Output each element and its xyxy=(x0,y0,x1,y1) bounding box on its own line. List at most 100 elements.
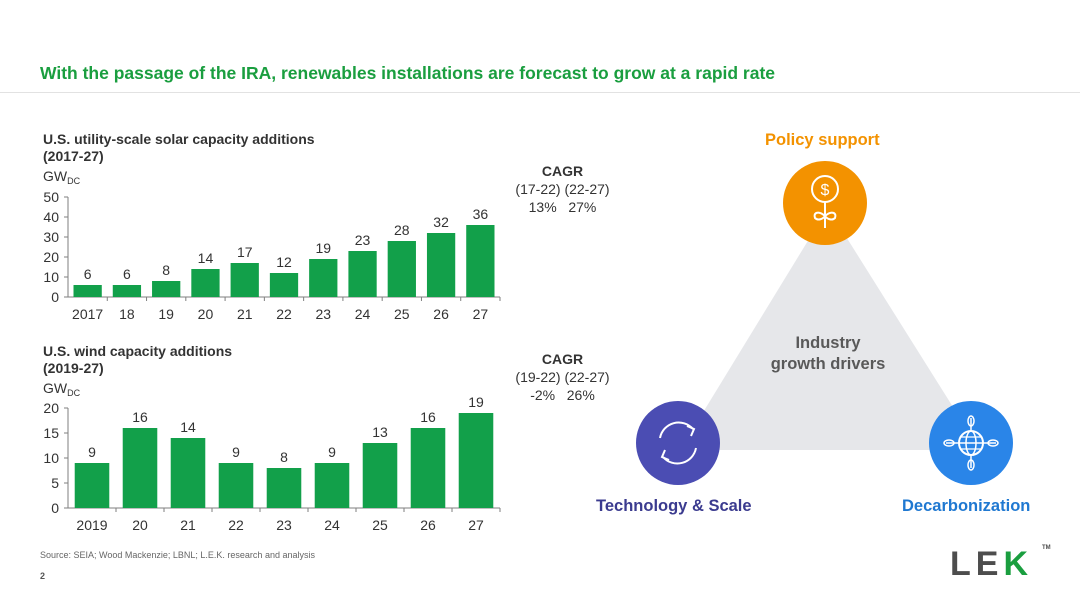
wind-data-label: 9 xyxy=(328,444,336,460)
wind-y-tick-label: 0 xyxy=(51,500,59,516)
solar-cagr-values: 13% 27% xyxy=(528,199,597,215)
solar-x-tick-label: 26 xyxy=(433,306,449,322)
solar-data-label: 23 xyxy=(355,232,371,248)
solar-y-unit: GWDC xyxy=(43,168,80,186)
solar-y-unit-label: GW xyxy=(43,168,68,184)
solar-y-tick-label: 40 xyxy=(43,209,59,225)
wind-data-label: 13 xyxy=(372,424,388,440)
wind-x-tick-label: 2019 xyxy=(76,517,107,533)
wind-data-label: 16 xyxy=(420,409,436,425)
solar-bar xyxy=(426,233,456,297)
solar-bar xyxy=(230,263,259,297)
wind-bar xyxy=(410,428,446,508)
solar-x-tick-label: 20 xyxy=(198,306,214,322)
solar-x-tick-label: 27 xyxy=(473,306,489,322)
title-divider xyxy=(0,92,1080,93)
wind-y-tick-label: 5 xyxy=(51,475,59,491)
solar-y-tick-label: 0 xyxy=(51,289,59,305)
wind-data-label: 9 xyxy=(88,444,96,460)
wind-bar xyxy=(314,463,350,508)
solar-data-label: 17 xyxy=(237,244,253,260)
wind-x-tick-label: 27 xyxy=(468,517,484,533)
wind-chart-subtitle: (2019-27) xyxy=(43,360,104,376)
wind-data-label: 19 xyxy=(468,397,484,410)
solar-bar xyxy=(348,251,377,297)
solar-data-label: 36 xyxy=(473,206,489,222)
wind-chart: 0 5 10 15 20 9 2019 16 20 14 21 9 22 8 23 9 24 13 25 16 26 19… xyxy=(43,397,501,533)
solar-bar xyxy=(269,273,299,297)
wind-bar xyxy=(170,438,206,508)
drivers-triangle-shape xyxy=(680,208,980,450)
page-title: With the passage of the IRA, renewables … xyxy=(40,63,776,83)
page-number: 2 xyxy=(40,571,46,581)
solar-y-tick-label: 50 xyxy=(43,189,59,205)
wind-bar xyxy=(122,428,158,508)
solar-x-tick-label: 24 xyxy=(355,306,371,322)
globe-leaves-icon xyxy=(929,401,1013,485)
solar-y-tick-label: 30 xyxy=(43,229,59,245)
wind-chart-title: U.S. wind capacity additions (2019-27) xyxy=(43,343,232,377)
drivers-triangle xyxy=(680,208,980,450)
solar-data-label: 8 xyxy=(162,262,170,278)
wind-y-tick-label: 10 xyxy=(43,450,59,466)
wind-cagr-header: CAGR xyxy=(541,351,584,367)
wind-chart-title-text: U.S. wind capacity additions xyxy=(43,343,233,359)
solar-y-tick-label: 20 xyxy=(43,249,59,265)
solar-bar xyxy=(73,285,102,297)
lek-logo: LEK TM xyxy=(950,545,1051,584)
solar-x-tick-label: 25 xyxy=(394,306,410,322)
policy-support-label: Policy support xyxy=(765,131,880,149)
solar-data-label: 6 xyxy=(84,266,92,282)
wind-data-label: 16 xyxy=(132,409,148,425)
logo-text: LE xyxy=(950,545,1004,583)
drivers-center-line2: growth drivers xyxy=(770,355,886,373)
solar-y-unit-sub: DC xyxy=(67,176,81,186)
solar-bar xyxy=(387,241,416,297)
solar-data-label: 6 xyxy=(123,266,131,282)
solar-x-tick-label: 2017 xyxy=(72,306,103,322)
solar-chart-subtitle: (2017-27) xyxy=(43,148,104,164)
wind-y-tick-label: 15 xyxy=(43,425,59,441)
solar-x-tick-label: 21 xyxy=(237,306,253,322)
wind-x-tick-label: 24 xyxy=(324,517,340,533)
decarbonization-label: Decarbonization xyxy=(902,497,1031,515)
solar-bar xyxy=(152,281,181,297)
solar-data-label: 28 xyxy=(394,222,410,238)
source-note: Source: SEIA; Wood Mackenzie; LBNL; L.E.… xyxy=(40,550,315,560)
wind-bar xyxy=(74,463,110,508)
solar-chart-title-text: U.S. utility-scale solar capacity additi… xyxy=(43,131,315,147)
wind-y-unit: GWDC xyxy=(43,380,80,398)
logo-accent: K xyxy=(1003,545,1034,583)
solar-cagr: CAGR (17-22) (22-27) 13% 27% xyxy=(505,162,620,216)
cycle-arrows-icon xyxy=(636,401,720,485)
wind-bar xyxy=(218,463,254,508)
money-plant-icon: $ xyxy=(783,161,867,245)
drivers-center-line1: Industry xyxy=(795,334,861,352)
solar-x-tick-label: 19 xyxy=(158,306,174,322)
logo-trademark: TM xyxy=(1042,545,1051,551)
solar-x-tick-label: 22 xyxy=(276,306,292,322)
wind-x-tick-label: 25 xyxy=(372,517,388,533)
wind-data-label: 14 xyxy=(180,419,196,435)
wind-cagr: CAGR (19-22) (22-27) -2% 26% xyxy=(505,350,620,404)
solar-chart-title: U.S. utility-scale solar capacity additi… xyxy=(43,131,315,165)
wind-bar xyxy=(458,413,494,508)
solar-cagr-header: CAGR xyxy=(541,163,584,179)
solar-chart: 0102030405062017618819142017211222192323… xyxy=(43,189,501,322)
wind-data-label: 9 xyxy=(232,444,240,460)
wind-bar xyxy=(362,443,398,508)
solar-data-label: 32 xyxy=(433,214,449,230)
technology-scale-label: Technology & Scale xyxy=(596,497,752,515)
solar-cagr-periods: (17-22) (22-27) xyxy=(515,181,610,197)
wind-y-unit-sub: DC xyxy=(67,388,81,398)
drivers-center-label: Industry growth drivers xyxy=(728,333,928,375)
svg-text:$: $ xyxy=(821,182,830,199)
wind-y-unit-label: GW xyxy=(43,380,68,396)
wind-x-tick-label: 23 xyxy=(276,517,292,533)
solar-x-tick-label: 23 xyxy=(315,306,331,322)
solar-bar xyxy=(112,285,142,297)
wind-x-tick-label: 26 xyxy=(420,517,436,533)
wind-y-tick-label: 20 xyxy=(43,400,59,416)
solar-y-tick-label: 10 xyxy=(43,269,59,285)
wind-data-label: 8 xyxy=(280,449,288,465)
